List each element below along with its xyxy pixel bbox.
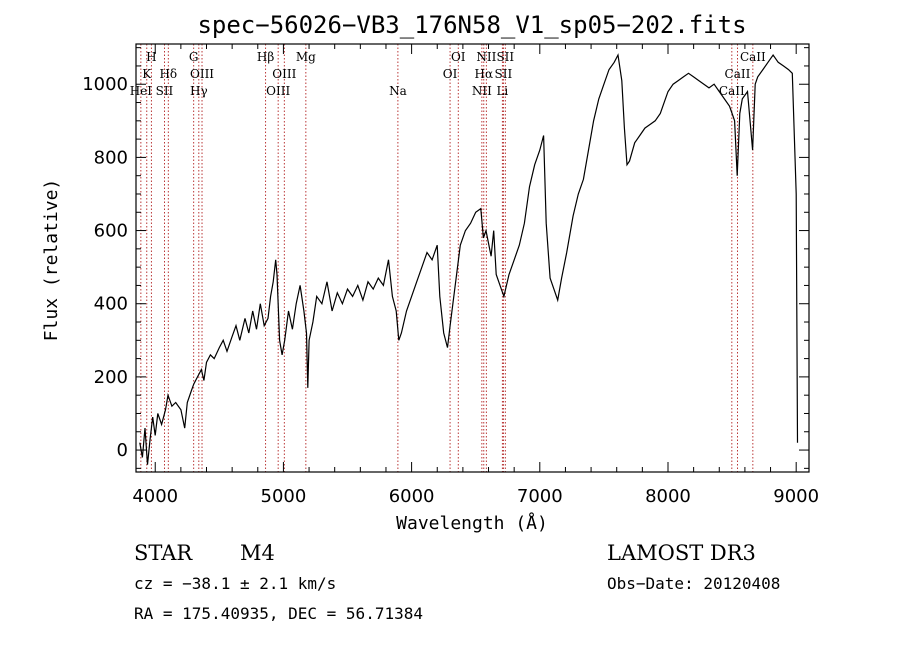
spectral-line-label: Na: [389, 84, 407, 98]
y-axis-label: Flux (relative): [41, 179, 62, 342]
spectral-line-label: Hα: [474, 67, 493, 81]
survey-name: LAMOST DR3: [607, 541, 756, 565]
spectral-line-label: CaII: [719, 84, 745, 98]
y-tick-label: 0: [117, 440, 128, 461]
redshift-cz: cz = −38.1 ± 2.1 km/s: [134, 574, 336, 593]
spectral-line-label: Li: [496, 84, 508, 98]
spectral-line-label: Hγ: [190, 84, 208, 98]
spectral-line-label: CaII: [725, 67, 751, 81]
ra-dec-coordinates: RA = 175.40935, DEC = 56.71384: [134, 604, 423, 623]
x-tick-label: 5000: [261, 486, 307, 507]
y-tick-label: 800: [94, 147, 128, 168]
spectral-line-label: HeI: [130, 84, 153, 98]
plot-frame: [135, 43, 810, 473]
spectral-line-label: OI: [443, 67, 458, 81]
spectral-line-label: OIII: [266, 84, 290, 98]
spectral-line-label: SII: [495, 67, 513, 81]
object-class: STAR: [134, 541, 193, 565]
y-tick-label: 200: [94, 367, 128, 388]
x-axis-label: Wavelength (Å): [396, 512, 548, 534]
spectral-line-label: SII: [156, 84, 174, 98]
spectral-line-label: OIII: [190, 67, 214, 81]
observation-date: Obs−Date: 20120408: [607, 574, 780, 593]
y-axis-ticks: 0 200 400 600 800 1000: [82, 47, 809, 469]
spectral-line-label: Hβ: [257, 50, 274, 64]
spectral-line-label: K: [142, 67, 152, 81]
x-tick-label: 9000: [773, 486, 819, 507]
y-tick-label: 400: [94, 294, 128, 315]
spectral-line-label: CaII: [740, 50, 766, 64]
spectral-line-labels: KHeIHSIIHδGHγOIIIHβOIIIOIIIMgNaOIOINIIHα…: [130, 50, 766, 98]
spectral-line-label: Mg: [296, 50, 316, 64]
x-tick-label: 8000: [645, 486, 691, 507]
chart-title: spec−56026−VB3_176N58_V1_sp05−202.fits: [197, 11, 746, 39]
spectral-line-label: G: [189, 50, 199, 64]
spectral-line-markers: [140, 44, 754, 472]
y-tick-label: 1000: [82, 74, 128, 95]
y-tick-label: 600: [94, 221, 128, 242]
spectral-line-label: H: [146, 50, 156, 64]
spectral-line-label: NII: [476, 50, 496, 64]
spectral-line-label: OI: [451, 50, 466, 64]
spectral-line-label: NII: [472, 84, 492, 98]
spectral-line-label: Hδ: [159, 67, 177, 81]
object-subclass: M4: [240, 541, 275, 565]
x-tick-label: 6000: [389, 486, 435, 507]
spectral-line-label: OIII: [272, 67, 296, 81]
x-tick-label: 7000: [517, 486, 563, 507]
x-tick-label: 4000: [132, 486, 178, 507]
x-axis-ticks: 4000 5000 6000 7000 8000 9000: [132, 44, 819, 507]
spectral-line-label: SII: [496, 50, 514, 64]
spectrum-series-line: [139, 53, 799, 465]
